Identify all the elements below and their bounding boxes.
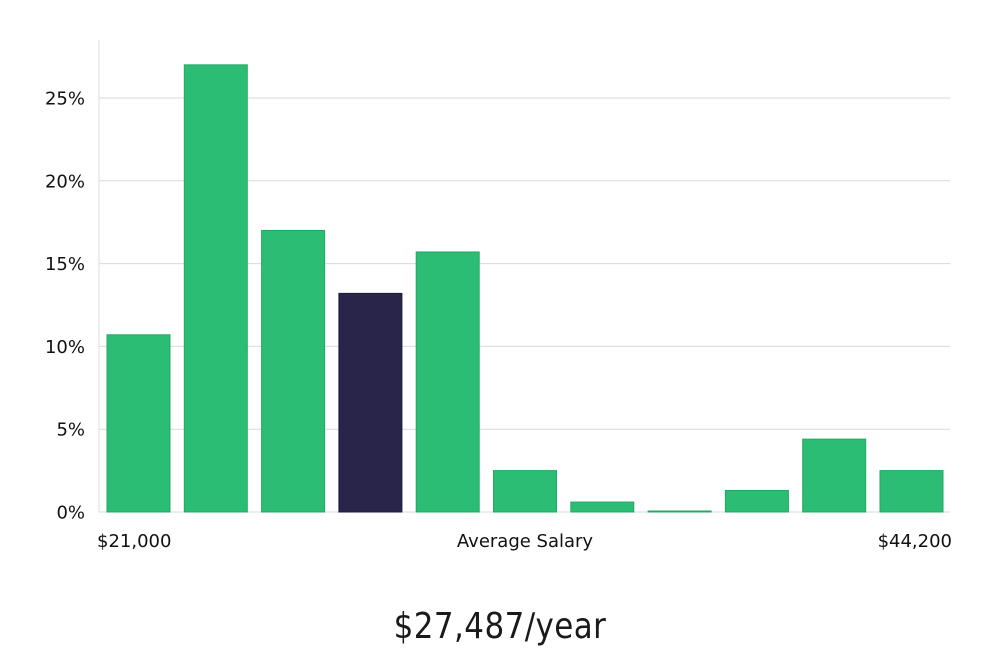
y-tick-label: 0% — [56, 503, 85, 524]
bar — [261, 229, 326, 513]
average-salary-value: $27,487/year — [393, 606, 607, 647]
bar — [493, 470, 557, 513]
x-end-label: $44,200 — [878, 531, 952, 552]
x-start-label: $21,000 — [97, 531, 171, 552]
y-tick-label: 20% — [45, 171, 85, 192]
bar — [802, 438, 867, 513]
bar — [106, 334, 171, 513]
y-tick-label: 15% — [45, 254, 85, 275]
bars — [106, 64, 944, 513]
bar — [879, 470, 944, 513]
salary-histogram: 0%5%10%15%20%25% $21,000 Average Salary … — [45, 40, 952, 552]
bar — [647, 510, 712, 513]
x-axis-label: Average Salary — [457, 531, 594, 552]
bar — [183, 64, 248, 513]
bar-highlighted — [338, 292, 403, 513]
bar — [724, 489, 789, 513]
y-tick-label: 5% — [56, 420, 85, 441]
bar — [570, 501, 635, 513]
y-tick-label: 25% — [45, 88, 85, 109]
y-tick-labels: 0% 5% 10% 15% 20% 25% — [45, 88, 85, 523]
bar — [415, 251, 480, 513]
y-tick-label: 10% — [45, 337, 85, 358]
